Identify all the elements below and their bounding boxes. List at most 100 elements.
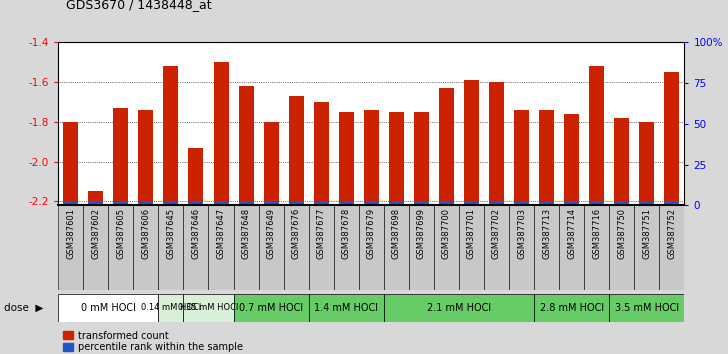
Bar: [364, 110, 379, 205]
Text: GSM387702: GSM387702: [492, 208, 501, 259]
Bar: [339, 202, 354, 205]
Bar: [634, 205, 660, 290]
Bar: [389, 112, 404, 205]
Text: GSM387750: GSM387750: [617, 208, 626, 259]
Bar: [114, 108, 128, 205]
Bar: [339, 112, 354, 205]
Bar: [384, 205, 409, 290]
Bar: [288, 202, 304, 205]
Bar: [189, 202, 204, 205]
Text: GSM387699: GSM387699: [417, 208, 426, 259]
Bar: [213, 202, 229, 205]
Bar: [564, 114, 579, 205]
Bar: [264, 122, 279, 205]
Bar: [539, 110, 554, 205]
Text: GSM387700: GSM387700: [442, 208, 451, 259]
Bar: [464, 80, 479, 205]
Bar: [264, 202, 279, 205]
Bar: [559, 205, 584, 290]
Bar: [159, 294, 183, 322]
Bar: [213, 62, 229, 205]
Text: GSM387678: GSM387678: [341, 208, 351, 259]
Bar: [183, 205, 208, 290]
Text: GSM387701: GSM387701: [467, 208, 476, 259]
Bar: [484, 205, 509, 290]
Bar: [88, 202, 103, 205]
Text: 3.5 mM HOCl: 3.5 mM HOCl: [614, 303, 678, 313]
Text: 0.14 mM HOCl: 0.14 mM HOCl: [141, 303, 201, 313]
Bar: [63, 202, 79, 205]
Text: GSM387713: GSM387713: [542, 208, 551, 259]
Bar: [614, 118, 629, 205]
Bar: [138, 202, 154, 205]
Bar: [609, 205, 634, 290]
Bar: [439, 88, 454, 205]
Bar: [489, 82, 504, 205]
Bar: [514, 202, 529, 205]
Bar: [534, 294, 609, 322]
Legend: transformed count, percentile rank within the sample: transformed count, percentile rank withi…: [63, 331, 242, 353]
Bar: [208, 205, 234, 290]
Bar: [459, 205, 484, 290]
Bar: [359, 205, 384, 290]
Bar: [539, 202, 554, 205]
Text: GSM387698: GSM387698: [392, 208, 401, 259]
Bar: [414, 112, 429, 205]
Bar: [639, 202, 654, 205]
Bar: [589, 202, 604, 205]
Bar: [333, 205, 359, 290]
Bar: [589, 66, 604, 205]
Bar: [434, 205, 459, 290]
Bar: [564, 202, 579, 205]
Bar: [239, 202, 253, 205]
Bar: [514, 110, 529, 205]
Bar: [239, 86, 253, 205]
Bar: [584, 205, 609, 290]
Text: GSM387601: GSM387601: [66, 208, 75, 259]
Bar: [88, 192, 103, 205]
Text: GSM387648: GSM387648: [242, 208, 250, 259]
Text: GSM387676: GSM387676: [292, 208, 301, 259]
Text: GDS3670 / 1438448_at: GDS3670 / 1438448_at: [66, 0, 211, 11]
Text: GSM387714: GSM387714: [567, 208, 576, 259]
Bar: [309, 205, 333, 290]
Text: GSM387716: GSM387716: [592, 208, 601, 259]
Text: 2.8 mM HOCl: 2.8 mM HOCl: [539, 303, 604, 313]
Text: dose  ▶: dose ▶: [4, 303, 43, 313]
Bar: [288, 96, 304, 205]
Bar: [234, 205, 258, 290]
Bar: [534, 205, 559, 290]
Bar: [108, 205, 133, 290]
Bar: [114, 202, 128, 205]
Text: GSM387752: GSM387752: [668, 208, 676, 259]
Bar: [309, 294, 384, 322]
Bar: [234, 294, 309, 322]
Bar: [189, 148, 204, 205]
Bar: [409, 205, 434, 290]
Text: GSM387679: GSM387679: [367, 208, 376, 259]
Bar: [58, 205, 83, 290]
Text: GSM387646: GSM387646: [191, 208, 200, 259]
Bar: [58, 294, 159, 322]
Bar: [83, 205, 108, 290]
Text: GSM387605: GSM387605: [116, 208, 125, 259]
Bar: [183, 294, 234, 322]
Bar: [660, 205, 684, 290]
Bar: [284, 205, 309, 290]
Bar: [159, 205, 183, 290]
Bar: [133, 205, 159, 290]
Bar: [664, 72, 679, 205]
Bar: [664, 202, 679, 205]
Bar: [414, 202, 429, 205]
Bar: [439, 202, 454, 205]
Text: GSM387649: GSM387649: [266, 208, 276, 259]
Text: 0 mM HOCl: 0 mM HOCl: [81, 303, 135, 313]
Text: GSM387645: GSM387645: [167, 208, 175, 259]
Text: 0.35 mM HOCl: 0.35 mM HOCl: [178, 303, 239, 313]
Text: GSM387602: GSM387602: [91, 208, 100, 259]
Bar: [509, 205, 534, 290]
Bar: [389, 202, 404, 205]
Text: GSM387677: GSM387677: [317, 208, 325, 259]
Bar: [464, 202, 479, 205]
Bar: [614, 202, 629, 205]
